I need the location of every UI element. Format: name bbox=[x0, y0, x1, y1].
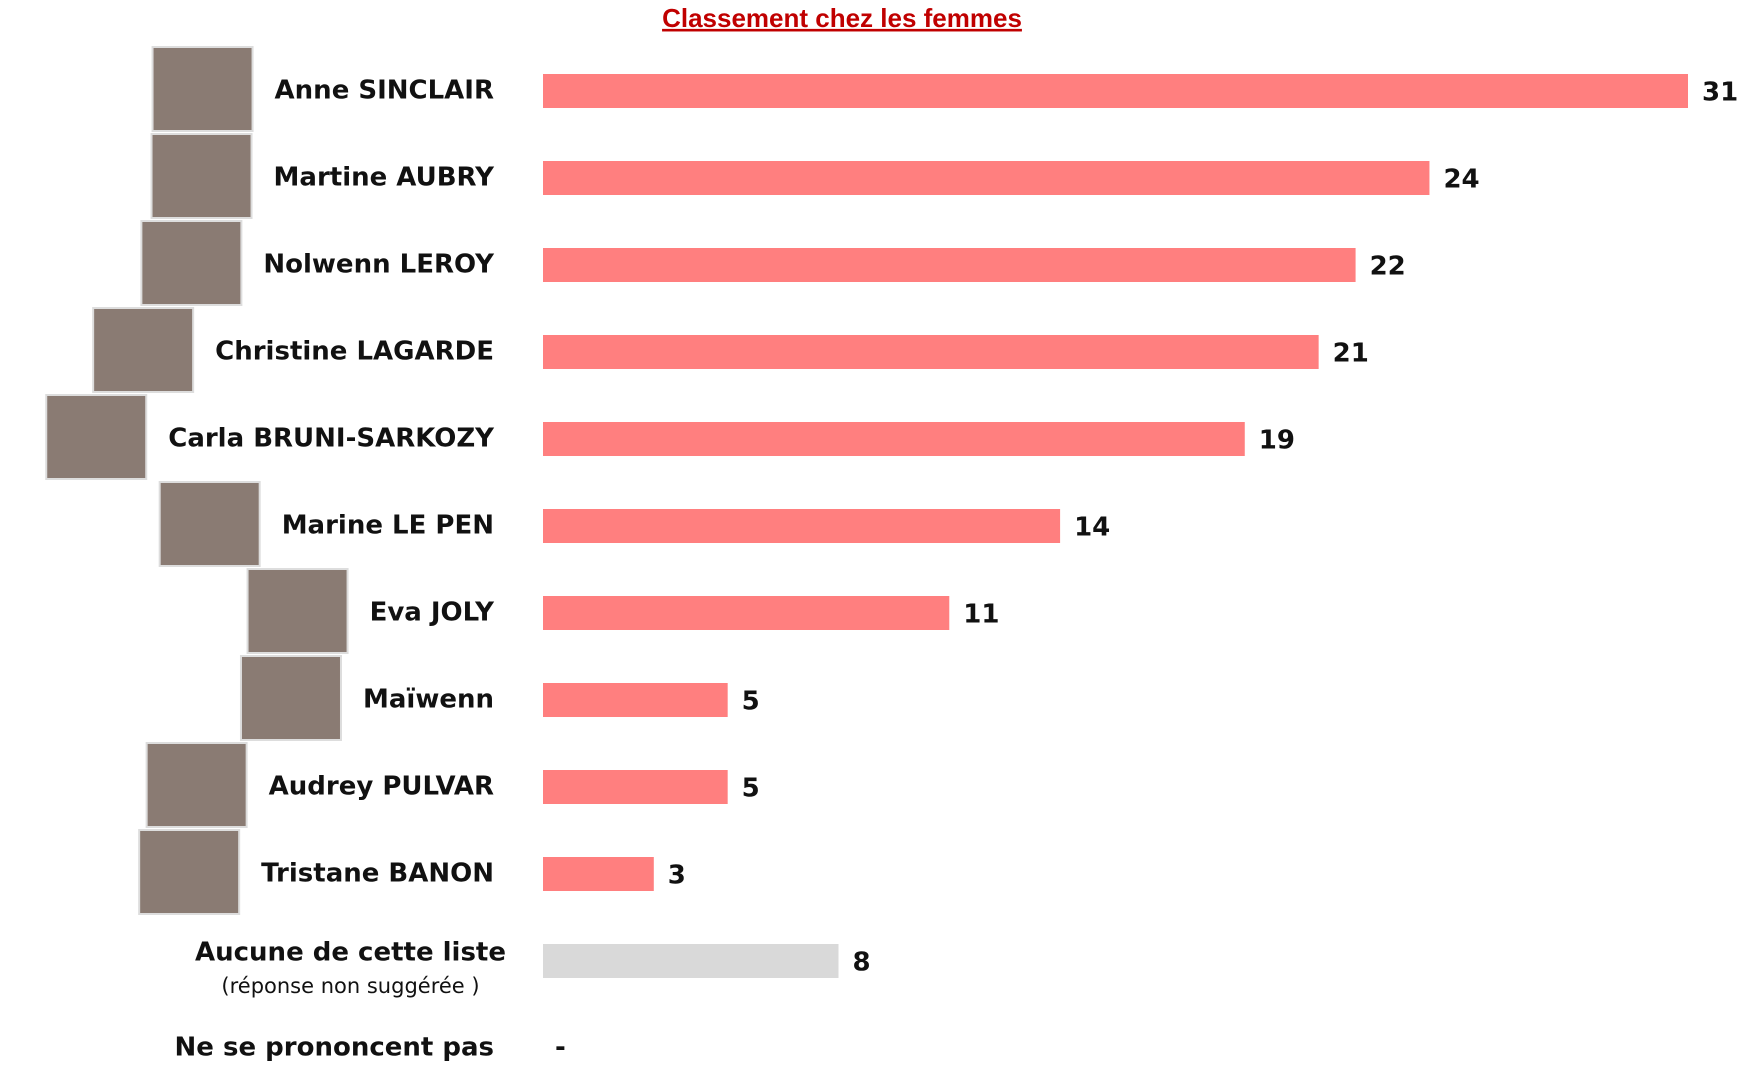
value-label: 8 bbox=[852, 948, 870, 978]
chart: Classement chez les femmes Anne SINCLAIR… bbox=[0, 0, 1750, 1065]
category-label: Maïwenn bbox=[363, 685, 494, 715]
bar bbox=[543, 335, 1319, 369]
bar bbox=[543, 74, 1688, 108]
category-label: Christine LAGARDE bbox=[215, 337, 494, 367]
photo bbox=[153, 47, 253, 131]
value-label: 5 bbox=[742, 687, 760, 717]
photo bbox=[147, 743, 247, 827]
bar bbox=[543, 770, 728, 804]
category-label: Audrey PULVAR bbox=[269, 772, 494, 802]
bar bbox=[543, 422, 1245, 456]
category-label: Martine AUBRY bbox=[274, 163, 496, 193]
category-label: Carla BRUNI-SARKOZY bbox=[168, 424, 495, 454]
value-label: 14 bbox=[1074, 513, 1110, 543]
value-label: 5 bbox=[742, 774, 760, 804]
value-label: 11 bbox=[963, 600, 999, 630]
category-note: (réponse non suggérée ) bbox=[221, 974, 479, 998]
category-label: Nolwenn LEROY bbox=[263, 250, 495, 280]
category-label: Tristane BANON bbox=[261, 859, 494, 889]
bar bbox=[543, 683, 728, 717]
value-label: 19 bbox=[1259, 426, 1295, 456]
value-label: 21 bbox=[1333, 339, 1369, 369]
bar bbox=[543, 509, 1060, 543]
category-label: Anne SINCLAIR bbox=[275, 76, 494, 106]
photo bbox=[241, 656, 341, 740]
photo bbox=[160, 482, 260, 566]
photo bbox=[152, 134, 252, 218]
bar bbox=[543, 857, 654, 891]
photo bbox=[248, 569, 348, 653]
photo bbox=[93, 308, 193, 392]
photo bbox=[141, 221, 241, 305]
value-label: 31 bbox=[1702, 78, 1738, 108]
value-label: - bbox=[555, 1033, 566, 1063]
bar bbox=[543, 944, 838, 978]
category-label: Eva JOLY bbox=[370, 598, 496, 628]
value-label: 22 bbox=[1370, 252, 1406, 282]
category-label: Ne se prononcent pas bbox=[175, 1033, 494, 1063]
category-label: Marine LE PEN bbox=[282, 511, 494, 541]
bar bbox=[543, 596, 949, 630]
chart-title: Classement chez les femmes bbox=[662, 3, 1022, 33]
bar bbox=[543, 248, 1356, 282]
photo bbox=[139, 830, 239, 914]
photo bbox=[46, 395, 146, 479]
value-label: 3 bbox=[668, 861, 686, 891]
category-label: Aucune de cette liste bbox=[195, 938, 506, 968]
value-label: 24 bbox=[1443, 165, 1479, 195]
bar bbox=[543, 161, 1429, 195]
